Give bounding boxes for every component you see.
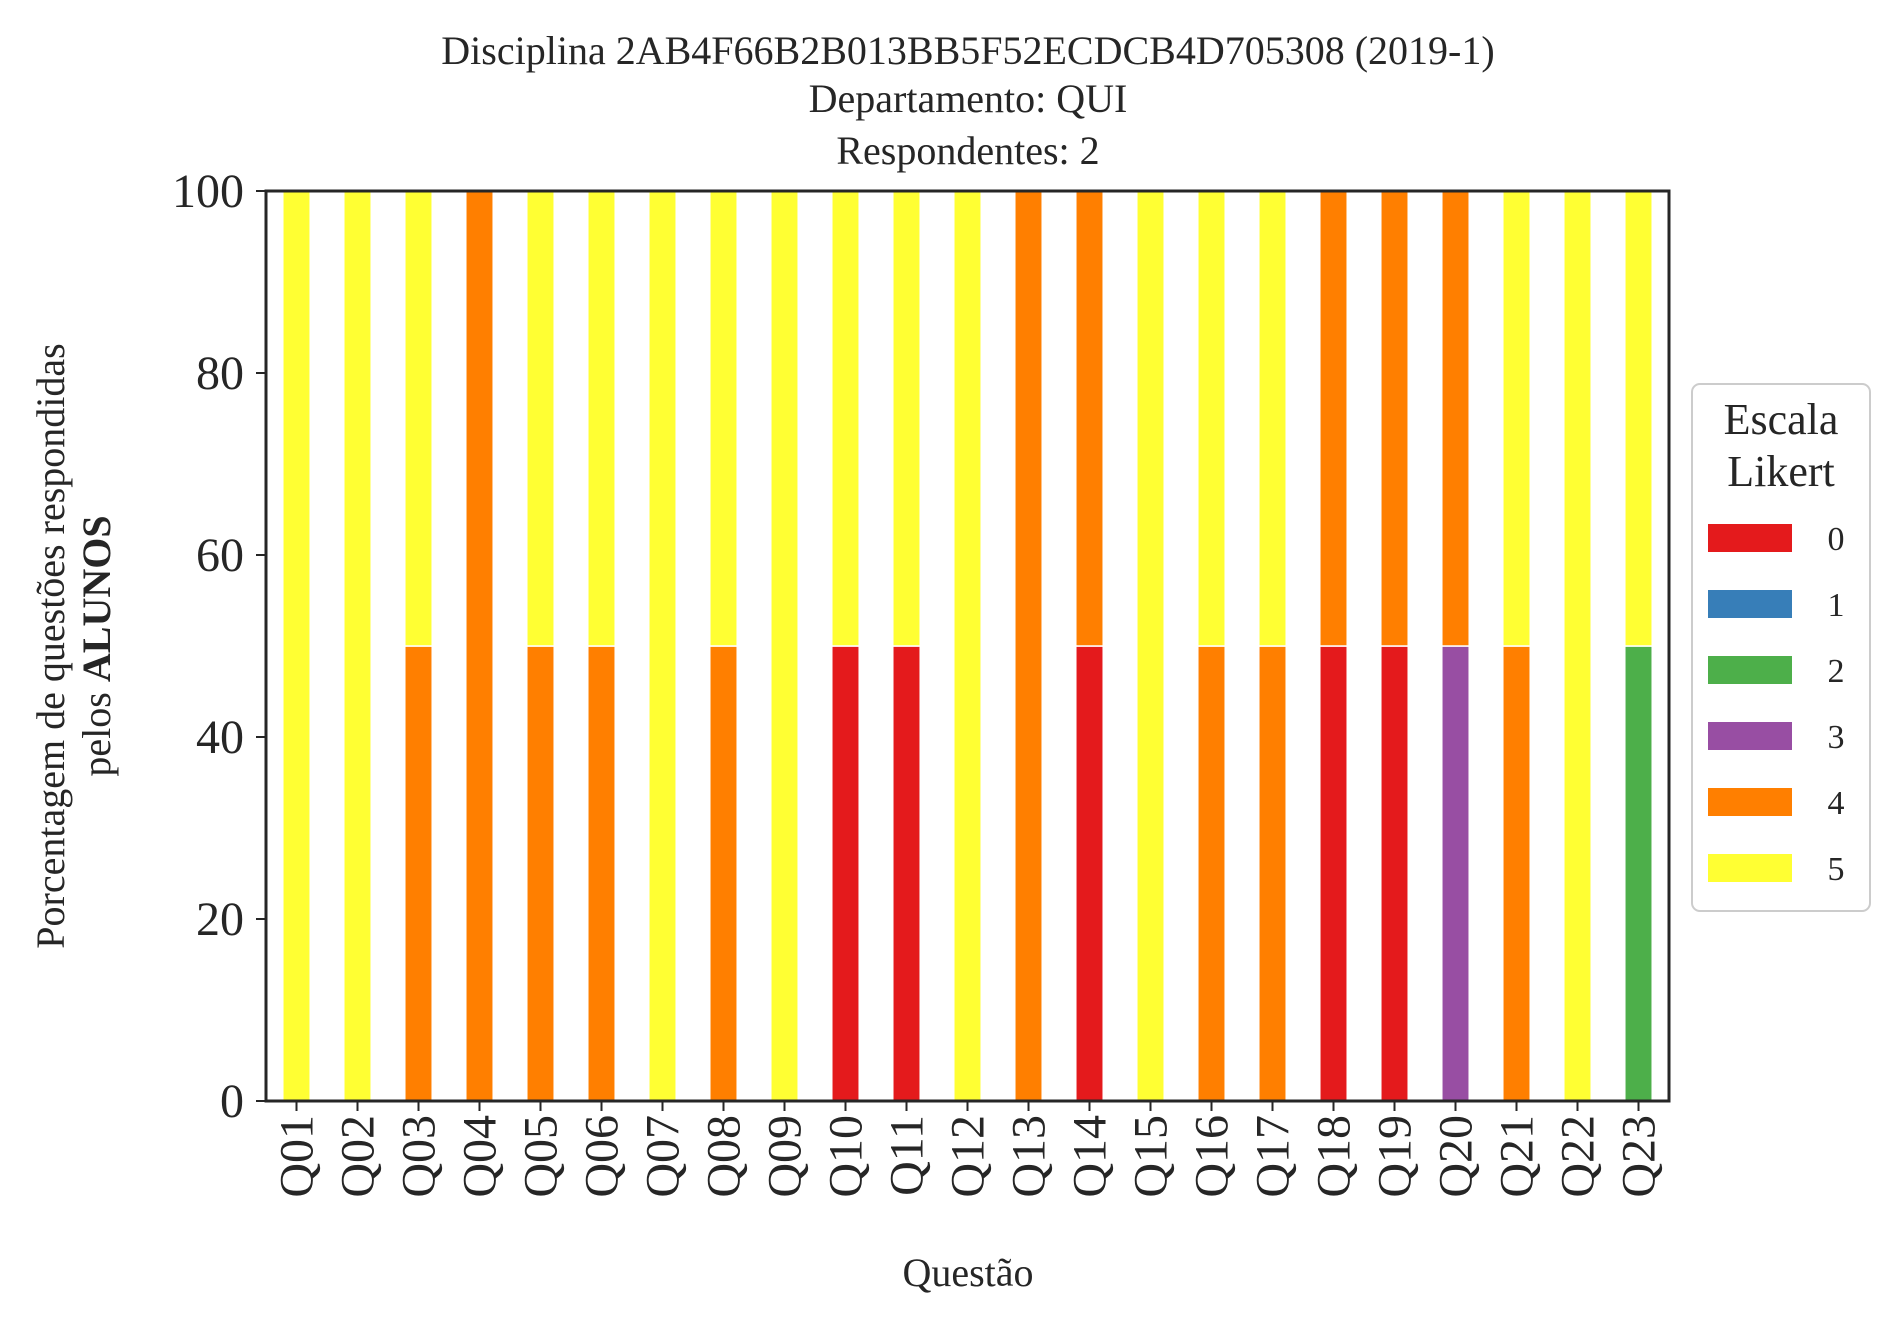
legend-title-line-1: Escala [1724, 395, 1839, 444]
chart-title-line-3: Respondentes: 2 [836, 128, 1099, 173]
legend-label-1: 1 [1828, 587, 1845, 624]
x-tick-label-q01: Q01 [271, 1115, 324, 1198]
chart-title-line-1: Disciplina 2AB4F66B2B013BB5F52ECDCB4D705… [441, 28, 1494, 73]
legend-frame [1691, 383, 1871, 912]
y-tick-label-40: 40 [196, 711, 244, 764]
x-tick-label-q06: Q06 [576, 1115, 629, 1198]
x-tick-label-q02: Q02 [332, 1115, 385, 1198]
legend-swatch-3 [1708, 722, 1792, 750]
bar-q18-likert-0 [1319, 645, 1348, 1102]
bar-q07-likert-5 [648, 190, 677, 1102]
x-tick-label-q14: Q14 [1064, 1115, 1117, 1198]
y-tick-label-60: 60 [196, 529, 244, 582]
bar-q06-likert-4 [587, 645, 616, 1102]
x-tick-label-q19: Q19 [1369, 1115, 1422, 1198]
bar-q03-likert-5 [404, 190, 433, 647]
bars-layer [282, 190, 1653, 1102]
bar-q16-likert-4 [1197, 645, 1226, 1102]
x-tick-label-q13: Q13 [1003, 1115, 1056, 1198]
bar-q10-likert-5 [831, 190, 860, 647]
legend-label-3: 3 [1828, 719, 1845, 756]
legend-swatch-0 [1708, 524, 1792, 552]
bar-q19-likert-0 [1380, 645, 1409, 1102]
y-axis-ticks: 0 20 40 60 80 100 [172, 165, 266, 1128]
y-axis-label: Porcentagem de questões respondidas pelo… [28, 343, 119, 948]
legend: Escala Likert 0 1 2 3 4 5 [1691, 383, 1871, 912]
x-tick-label-q22: Q22 [1552, 1115, 1605, 1198]
plot-frame [264, 189, 1671, 1103]
bar-q23-likert-5 [1624, 190, 1653, 647]
y-axis-label-prefix: pelos [74, 682, 119, 776]
x-axis-label: Questão [902, 1250, 1033, 1295]
x-tick-label-q08: Q08 [698, 1115, 751, 1198]
bar-q12-likert-5 [953, 190, 982, 1102]
x-tick-label-q07: Q07 [637, 1115, 690, 1198]
bar-q14-likert-0 [1075, 645, 1104, 1102]
y-tick-label-20: 20 [196, 893, 244, 946]
x-tick-label-q21: Q21 [1491, 1115, 1544, 1198]
y-axis-label-bold: ALUNOS [74, 515, 119, 682]
bar-q16-likert-5 [1197, 190, 1226, 647]
y-axis-label-line-2: pelos ALUNOS [74, 515, 119, 776]
x-tick-label-q03: Q03 [393, 1115, 446, 1198]
legend-label-2: 2 [1828, 653, 1845, 690]
bar-q01-likert-5 [282, 190, 311, 1102]
bar-q23-likert-2 [1624, 645, 1653, 1102]
y-tick-label-100: 100 [172, 165, 244, 218]
legend-swatch-1 [1708, 590, 1792, 618]
x-tick-label-q05: Q05 [515, 1115, 568, 1198]
legend-entries: 0 1 2 3 4 5 [1708, 521, 1845, 888]
legend-swatch-5 [1708, 854, 1792, 882]
legend-label-5: 5 [1828, 851, 1845, 888]
x-tick-label-q10: Q10 [820, 1115, 873, 1198]
legend-label-0: 0 [1828, 521, 1845, 558]
y-axis-label-line-1: Porcentagem de questões respondidas [28, 343, 73, 948]
y-tick-label-0: 0 [220, 1075, 244, 1128]
bar-q04-likert-4 [465, 190, 494, 1102]
x-tick-label-q17: Q17 [1247, 1115, 1300, 1198]
bar-q19-likert-4 [1380, 190, 1409, 647]
bar-q17-likert-5 [1258, 190, 1287, 647]
bar-q09-likert-5 [770, 190, 799, 1102]
bar-q03-likert-4 [404, 645, 433, 1102]
chart-title: Disciplina 2AB4F66B2B013BB5F52ECDCB4D705… [441, 28, 1494, 173]
legend-label-4: 4 [1828, 785, 1845, 822]
x-tick-label-q20: Q20 [1430, 1115, 1483, 1198]
bar-q02-likert-5 [343, 190, 372, 1102]
bar-q06-likert-5 [587, 190, 616, 647]
bar-q20-likert-4 [1441, 190, 1470, 647]
bar-q15-likert-5 [1136, 190, 1165, 1102]
x-axis-ticks: Q01 Q02 Q03 Q04 Q05 Q06 Q07 Q08 Q09 Q10 Q11 Q12 Q13 Q… [271, 1101, 1666, 1198]
y-tick-label-80: 80 [196, 347, 244, 400]
legend-title-line-2: Likert [1727, 447, 1835, 496]
bar-q11-likert-0 [892, 645, 921, 1102]
x-tick-label-q23: Q23 [1613, 1115, 1666, 1198]
x-tick-label-q15: Q15 [1125, 1115, 1178, 1198]
x-tick-label-q16: Q16 [1186, 1115, 1239, 1198]
bar-q14-likert-4 [1075, 190, 1104, 647]
legend-swatch-2 [1708, 656, 1792, 684]
x-tick-label-q09: Q09 [759, 1115, 812, 1198]
x-tick-label-q04: Q04 [454, 1115, 507, 1198]
bar-q18-likert-4 [1319, 190, 1348, 647]
bar-q08-likert-5 [709, 190, 738, 647]
legend-swatch-4 [1708, 788, 1792, 816]
bar-q10-likert-0 [831, 645, 860, 1102]
bar-q21-likert-4 [1502, 645, 1531, 1102]
bar-q05-likert-5 [526, 190, 555, 647]
x-tick-label-q12: Q12 [942, 1115, 995, 1198]
bar-q20-likert-3 [1441, 645, 1470, 1102]
bar-q22-likert-5 [1563, 190, 1592, 1102]
chart-title-line-2: Departamento: QUI [809, 76, 1128, 121]
bar-q13-likert-4 [1014, 190, 1043, 1102]
bar-q08-likert-4 [709, 645, 738, 1102]
bar-q17-likert-4 [1258, 645, 1287, 1102]
bar-q11-likert-5 [892, 190, 921, 647]
bar-q05-likert-4 [526, 645, 555, 1102]
bar-q21-likert-5 [1502, 190, 1531, 647]
x-tick-label-q11: Q11 [881, 1115, 934, 1196]
x-tick-label-q18: Q18 [1308, 1115, 1361, 1198]
